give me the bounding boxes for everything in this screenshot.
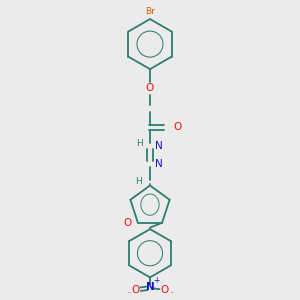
Text: N: N <box>155 141 163 151</box>
Text: H: H <box>136 140 143 148</box>
Text: N: N <box>155 159 163 169</box>
Text: H: H <box>135 177 142 186</box>
Text: Br: Br <box>145 7 155 16</box>
Text: O: O <box>174 122 182 133</box>
Text: N: N <box>146 282 154 292</box>
Text: ⁻: ⁻ <box>127 289 131 298</box>
Text: O: O <box>160 285 169 295</box>
Text: +: + <box>153 276 159 285</box>
Text: ⁻: ⁻ <box>169 289 173 298</box>
Text: O: O <box>146 83 154 93</box>
Text: O: O <box>123 218 131 228</box>
Text: O: O <box>131 285 140 295</box>
